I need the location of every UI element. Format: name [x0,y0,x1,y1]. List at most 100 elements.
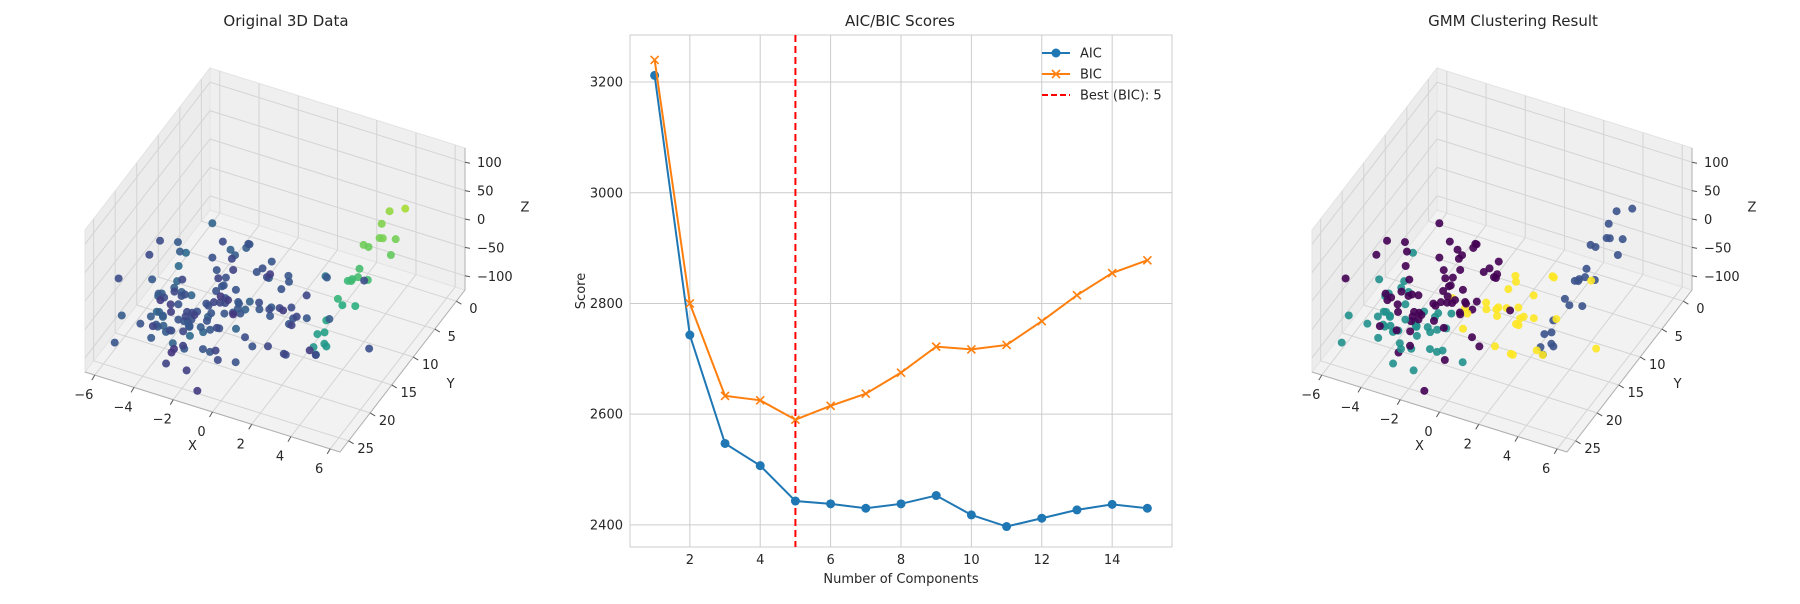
x-tick-label: 8 [897,553,905,568]
z-gridline [84,167,211,330]
data-point [1540,330,1549,339]
legend-label-bic: BIC [1080,68,1102,83]
aic-point [896,499,906,509]
panel-aic-bic: 2 4 6 8 10 12 14 2400 2600 2800 3000 3200 Number of … [574,34,1173,587]
data-point [1592,344,1601,353]
y-tick-label: 3200 [590,76,623,91]
data-point [212,266,221,275]
data-point [1372,250,1381,259]
data-point [252,268,261,277]
data-point [196,323,205,332]
bic-point-stroke [826,401,836,411]
y-tick-label: 25 [357,442,374,457]
data-point [322,342,331,351]
y-tick-mark [1575,440,1581,445]
data-point [1392,326,1401,335]
x-tick-mark [1475,424,1480,430]
y-gridline [158,276,414,358]
data-point [1429,299,1438,308]
data-point [1407,290,1416,299]
y-tick-label: 10 [1649,358,1666,373]
bic-point-stroke [1142,255,1152,265]
aic-point [685,330,695,340]
x-tick-label: 6 [1542,462,1550,477]
z-tick-label: −50 [1704,241,1731,256]
data-point [1337,338,1346,347]
data-point [1410,307,1419,316]
y-tick-label: 25 [1584,442,1601,457]
data-point [1602,234,1611,243]
data-point [1374,333,1383,342]
data-point [248,342,257,351]
data-point [1613,251,1622,260]
data-point [266,270,275,279]
data-point [1448,273,1457,282]
data-point [1402,247,1411,256]
data-point [1417,310,1426,319]
z-gridline [1436,195,1693,277]
data-point [1383,236,1392,245]
data-point [1547,328,1556,337]
aic-point [1037,513,1047,523]
z-gridline [209,138,466,220]
data-point [214,274,223,283]
panel-title-3d-original: Original 3D Data [223,12,348,30]
data-point [1485,264,1494,273]
data-point [206,325,215,334]
x-tick-mark [209,411,213,418]
data-point [263,342,272,351]
data-point [1414,291,1423,300]
bic-point-stroke [1002,340,1012,350]
z-tick-mark [464,218,471,221]
z-gridline [84,138,211,302]
x-tick-mark [1514,436,1519,442]
data-point [182,366,191,375]
data-point [1482,298,1491,307]
x-gridline [133,225,260,388]
data-point [287,321,296,330]
x-tick-label: −6 [74,388,93,403]
data-point [1408,248,1417,257]
z-tick-label: −100 [477,270,513,285]
y-tick-label: 0 [1696,302,1704,317]
x-tick-label: 10 [963,553,980,568]
x-tick-label: 0 [1424,425,1432,440]
aic-point [1107,499,1117,509]
data-point [266,312,275,321]
data-point [1385,311,1394,320]
x-tick-label: 4 [1503,450,1511,465]
data-point [322,273,331,282]
data-point [1458,285,1467,294]
bic-point [720,391,730,401]
data-point [1446,281,1455,290]
bic-point [685,298,695,309]
data-point [187,291,196,300]
data-point [1482,305,1491,314]
y-tick-mark [434,328,441,333]
bic-point-stroke [720,391,730,401]
data-point [1458,358,1467,367]
x-gridline [290,274,417,437]
data-point [1363,319,1372,328]
data-point [305,346,314,355]
data-point [1440,355,1449,364]
data-point [1394,307,1403,316]
data-point [145,250,154,259]
bic-point-stroke [1037,316,1047,326]
y-gridline [1320,360,1576,442]
data-point [1538,350,1547,359]
data-point [136,319,145,328]
z-axis-label: Z [521,201,530,216]
x-tick-label: 0 [197,425,205,440]
data-point [1458,324,1467,333]
data-point [1434,309,1443,318]
y-tick-mark [1618,384,1624,389]
x-tick-mark [248,424,253,430]
data-point [1375,322,1384,331]
data-point [114,274,123,283]
aic-point [1142,503,1152,513]
data-point [169,344,178,353]
aic-point [966,510,976,520]
legend: AIC BIC Best (BIC): 5 [1042,47,1162,104]
